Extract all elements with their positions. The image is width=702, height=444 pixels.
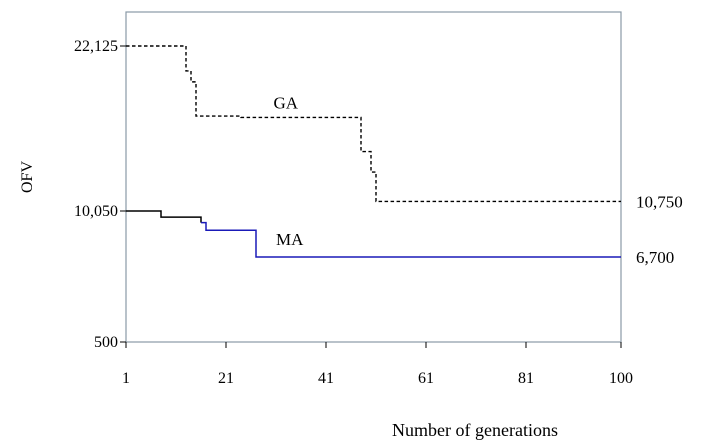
x-tick-label: 61: [418, 370, 434, 387]
series-layer: [126, 45, 621, 258]
annotation-layer: GA MA 10,750 6,700: [274, 93, 683, 267]
axis-layer: 1 21 41 61 81 100 500 10,050 22,125: [74, 38, 633, 387]
x-tick-label: 1: [122, 370, 130, 387]
x-tick-label: 81: [518, 370, 534, 387]
x-tick-label: 100: [609, 370, 633, 387]
x-tick-label: 41: [318, 370, 334, 387]
y-axis-label: OFV: [19, 161, 36, 193]
series-ma-line: [201, 221, 621, 258]
x-axis-label: Number of generations: [392, 420, 558, 440]
annotation-label: 6,700: [636, 248, 674, 267]
y-tick-label: 10,050: [74, 203, 118, 220]
x-tick-label: 21: [218, 370, 234, 387]
annotation-label: MA: [276, 230, 304, 249]
y-tick-label: 500: [94, 334, 118, 351]
annotation-label: GA: [274, 93, 299, 112]
series-ma-line: [126, 210, 202, 223]
annotation-label: 10,750: [636, 192, 683, 211]
plot-frame: [125, 11, 622, 343]
y-tick-label: 22,125: [74, 38, 118, 55]
series-ga-line: [126, 45, 621, 203]
